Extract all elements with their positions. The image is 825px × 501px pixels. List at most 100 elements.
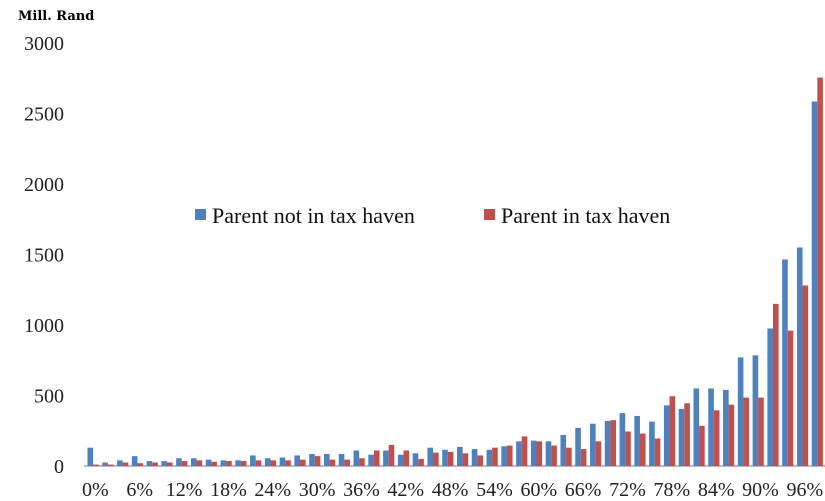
x-tick-label: 6% [126, 479, 153, 501]
bar-parent-in-tax-haven [551, 445, 557, 466]
legend-swatch-not-haven [195, 209, 206, 220]
bar-parent-in-tax-haven [566, 447, 572, 466]
bar-parent-not-in-tax-haven [811, 101, 818, 466]
bar-parent-in-tax-haven [639, 433, 646, 466]
bar-parent-not-in-tax-haven [146, 461, 153, 466]
legend-label-not-haven: Parent not in tax haven [212, 203, 415, 228]
x-tick-label: 60% [520, 479, 557, 501]
bar-parent-not-in-tax-haven [323, 454, 330, 466]
bar-parent-not-in-tax-haven [279, 457, 286, 466]
bar-parent-not-in-tax-haven [619, 413, 626, 466]
bar-parent-not-in-tax-haven [131, 456, 138, 466]
x-axis-ticks: 0% 6% 12% 18% 24% 30% 36% 42% 48% 54% 60% 66% 72% 78%… [82, 479, 823, 501]
y-tick-label: 1500 [24, 245, 64, 267]
bar-parent-in-tax-haven [521, 436, 528, 466]
legend-swatch-haven [484, 209, 495, 220]
bar-parent-not-in-tax-haven [235, 460, 241, 466]
x-tick-label: 84% [698, 479, 735, 501]
bar-parent-not-in-tax-haven [634, 415, 640, 466]
bar-parent-in-tax-haven [802, 285, 809, 466]
bar-parent-in-tax-haven [758, 397, 764, 466]
bar-parent-in-tax-haven [433, 452, 439, 466]
bar-parent-not-in-tax-haven [752, 355, 759, 466]
bar-parent-in-tax-haven [255, 460, 262, 466]
bar-parent-in-tax-haven [536, 441, 543, 466]
bar-parent-not-in-tax-haven [383, 450, 389, 466]
bar-parent-not-in-tax-haven [530, 440, 537, 466]
legend: Parent not in tax haven Parent in tax ha… [195, 203, 670, 228]
bar-parent-in-tax-haven [344, 459, 350, 466]
bar-parent-not-in-tax-haven [353, 450, 360, 466]
bar-parent-in-tax-haven [167, 462, 173, 466]
bar-parent-not-in-tax-haven [338, 454, 345, 466]
bar-parent-not-in-tax-haven [796, 247, 803, 466]
bar-parent-in-tax-haven [359, 458, 365, 466]
x-tick-label: 42% [387, 479, 424, 501]
bar-parent-not-in-tax-haven [220, 460, 227, 466]
bar-parent-in-tax-haven [447, 451, 454, 466]
bar-parent-in-tax-haven [403, 450, 410, 466]
bar-parent-not-in-tax-haven [678, 408, 685, 466]
bar-parent-in-tax-haven [743, 397, 750, 466]
bar-parent-not-in-tax-haven [501, 446, 507, 466]
y-tick-label: 1000 [24, 315, 64, 337]
legend-label-haven: Parent in tax haven [501, 203, 670, 228]
bar-parent-in-tax-haven [580, 449, 587, 466]
bar-parent-not-in-tax-haven [663, 405, 670, 466]
x-tick-label: 18% [210, 479, 247, 501]
x-tick-label: 66% [565, 479, 602, 501]
bar-parent-in-tax-haven [506, 445, 513, 466]
bar-parent-in-tax-haven [418, 458, 424, 466]
bar-parent-in-tax-haven [300, 459, 306, 466]
bar-parent-not-in-tax-haven [250, 455, 256, 466]
bar-parent-not-in-tax-haven [427, 447, 434, 466]
x-tick-label: 72% [609, 479, 646, 501]
bar-parent-not-in-tax-haven [397, 454, 404, 466]
bar-parent-not-in-tax-haven [205, 459, 212, 466]
y-tick-label: 500 [34, 386, 64, 408]
bar-parent-in-tax-haven [699, 425, 705, 466]
bar-parent-in-tax-haven [492, 447, 498, 466]
bar-parent-in-tax-haven [270, 460, 277, 466]
bar-parent-in-tax-haven [137, 463, 144, 466]
bar-parent-not-in-tax-haven [545, 441, 552, 466]
bar-parent-in-tax-haven [107, 464, 114, 466]
bar-parent-not-in-tax-haven [604, 420, 611, 466]
y-axis-ticks: 0 500 1000 1500 2000 2500 3000 [24, 33, 64, 478]
bar-parent-not-in-tax-haven [294, 455, 301, 466]
bar-parent-not-in-tax-haven [190, 458, 197, 466]
bar-parent-in-tax-haven [462, 453, 469, 466]
x-tick-label: 0% [82, 479, 109, 501]
bar-parent-in-tax-haven [477, 455, 483, 466]
x-tick-label: 12% [166, 479, 203, 501]
bar-parent-in-tax-haven [373, 450, 380, 466]
bar-parent-in-tax-haven [625, 431, 631, 466]
bar-parent-in-tax-haven [713, 410, 720, 466]
bar-parent-not-in-tax-haven [309, 454, 315, 466]
bar-parent-not-in-tax-haven [368, 454, 374, 466]
bar-parent-not-in-tax-haven [486, 449, 493, 466]
bar-parent-not-in-tax-haven [457, 446, 463, 466]
x-tick-label: 36% [343, 479, 380, 501]
x-tick-label: 90% [742, 479, 779, 501]
bar-parent-in-tax-haven [122, 462, 129, 466]
bar-parent-in-tax-haven [684, 403, 690, 466]
bar-parent-in-tax-haven [388, 444, 395, 466]
bar-parent-in-tax-haven [595, 441, 602, 466]
bar-parent-in-tax-haven [314, 456, 321, 466]
bar-parent-not-in-tax-haven [102, 462, 108, 466]
bar-parent-not-in-tax-haven [767, 328, 773, 466]
bar-parent-in-tax-haven [787, 330, 794, 466]
bar-parent-not-in-tax-haven [575, 427, 581, 466]
x-tick-label: 54% [476, 479, 513, 501]
bar-parent-not-in-tax-haven [516, 441, 522, 466]
bar-parent-not-in-tax-haven [708, 388, 714, 466]
bar-parent-not-in-tax-haven [560, 434, 567, 466]
y-tick-label: 2000 [24, 174, 64, 196]
bar-parent-in-tax-haven [285, 460, 291, 466]
bar-parent-in-tax-haven [240, 461, 247, 466]
bar-parent-in-tax-haven [211, 461, 217, 466]
bar-parent-not-in-tax-haven [87, 447, 94, 466]
bar-parent-not-in-tax-haven [161, 461, 167, 466]
